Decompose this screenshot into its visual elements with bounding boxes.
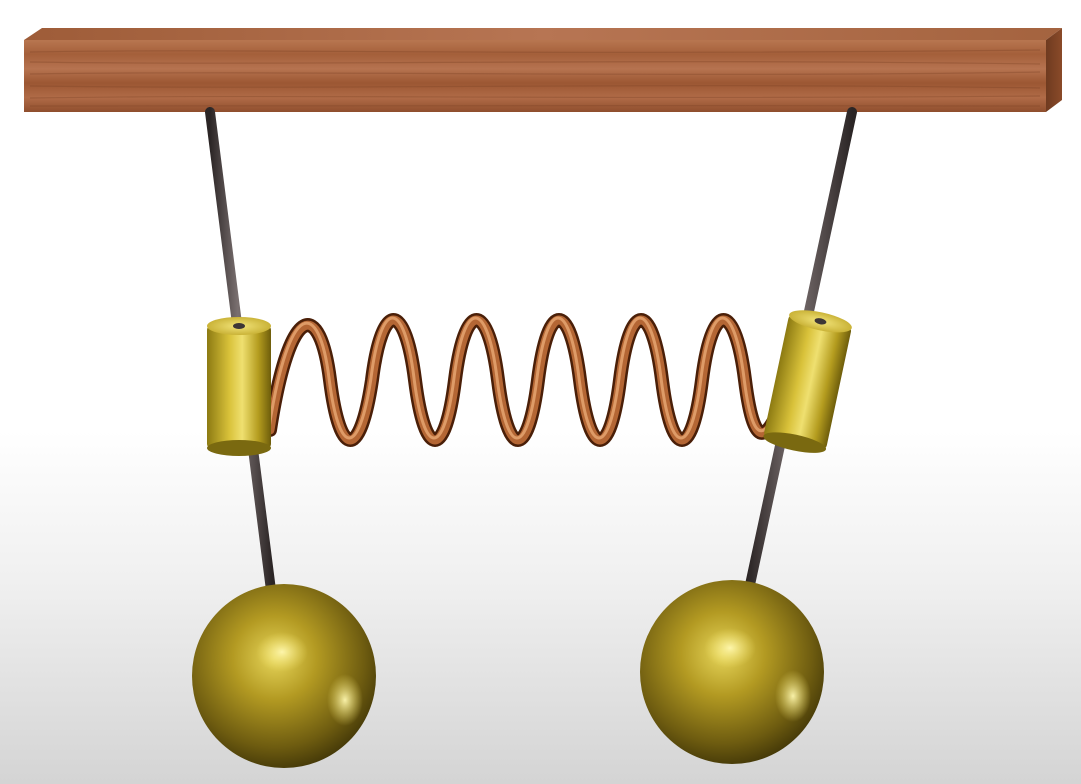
coil-spring bbox=[263, 313, 797, 447]
left-pendulum-bob bbox=[192, 584, 376, 768]
left-collar bbox=[207, 317, 271, 456]
wooden-beam bbox=[24, 28, 1062, 112]
right-pendulum-bob bbox=[640, 580, 824, 764]
right-collar bbox=[763, 310, 852, 453]
